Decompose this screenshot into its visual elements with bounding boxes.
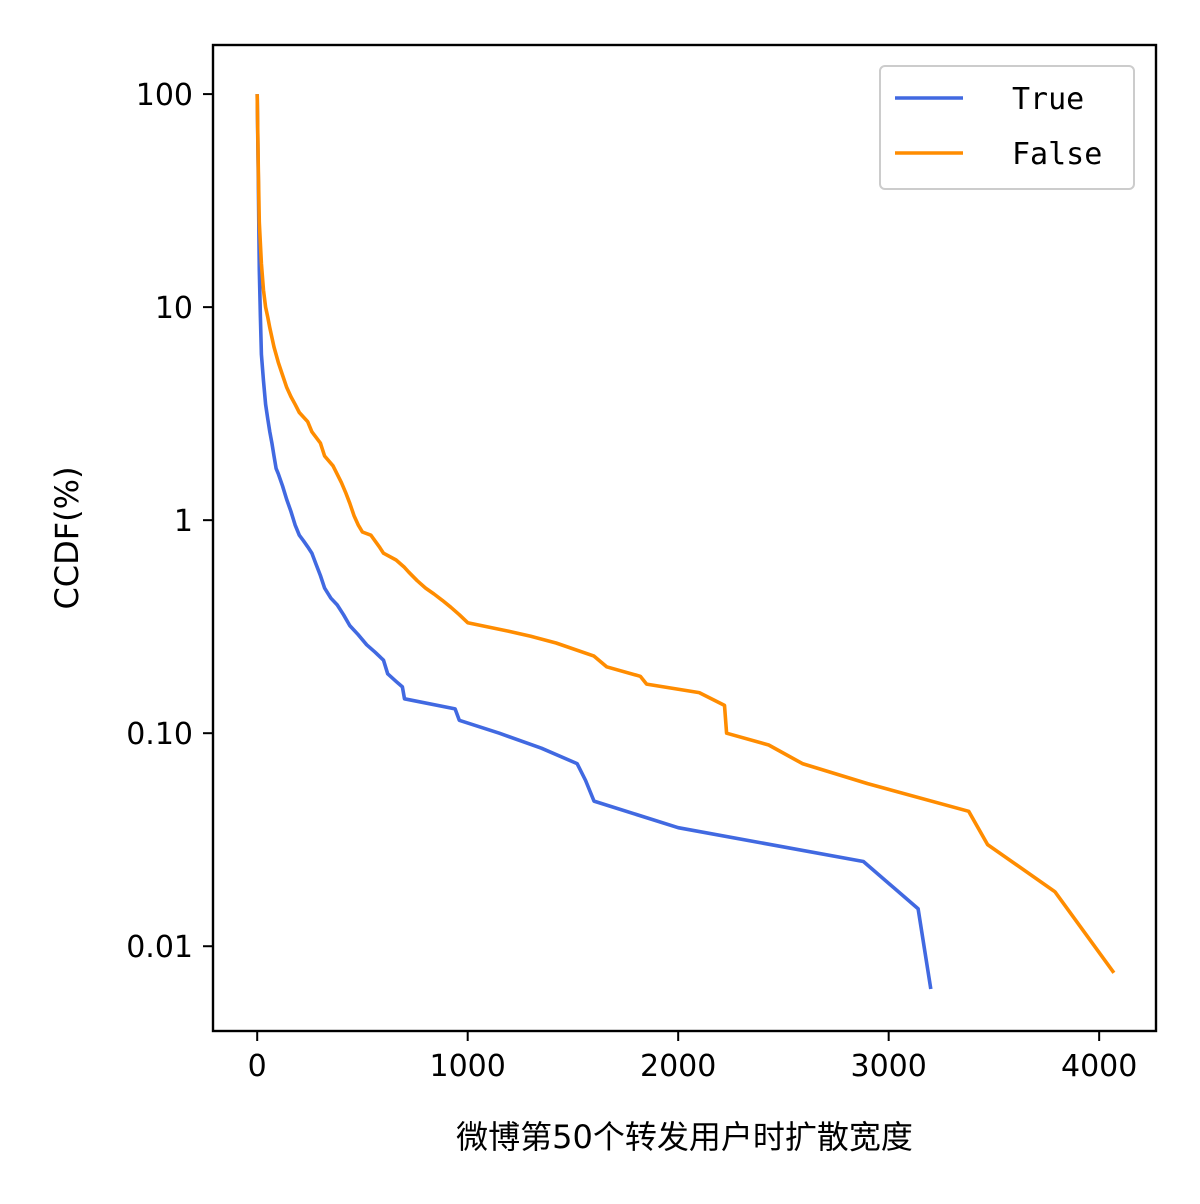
x-tick-label: 1000: [430, 1049, 506, 1084]
series-line-false: [255, 94, 1116, 974]
x-tick-label: 4000: [1061, 1049, 1137, 1084]
legend-label-true: True: [1012, 82, 1084, 117]
series-layer: [255, 94, 1116, 990]
plot-frame: [211, 43, 1158, 1033]
y-tick-label: 10: [155, 291, 193, 326]
y-tick-label: 0.10: [126, 717, 193, 752]
x-axis-label: 微博第50个转发用户时扩散宽度: [456, 1118, 913, 1156]
y-axis-label: CCDF(%): [48, 466, 86, 609]
y-tick-label: 1: [174, 504, 193, 539]
y-axis-ticks: 0.01 0.10 1 10 100: [126, 78, 213, 965]
x-axis-ticks: 0 1000 2000 3000 4000: [248, 1031, 1137, 1084]
y-tick-label: 0.01: [126, 930, 193, 965]
legend-label-false: False: [1012, 137, 1102, 172]
y-tick-label: 100: [136, 78, 193, 113]
x-tick-label: 2000: [640, 1049, 716, 1084]
legend: True False: [879, 65, 1135, 190]
series-line-true: [255, 94, 933, 990]
x-tick-label: 0: [248, 1049, 267, 1084]
x-tick-label: 3000: [850, 1049, 926, 1084]
